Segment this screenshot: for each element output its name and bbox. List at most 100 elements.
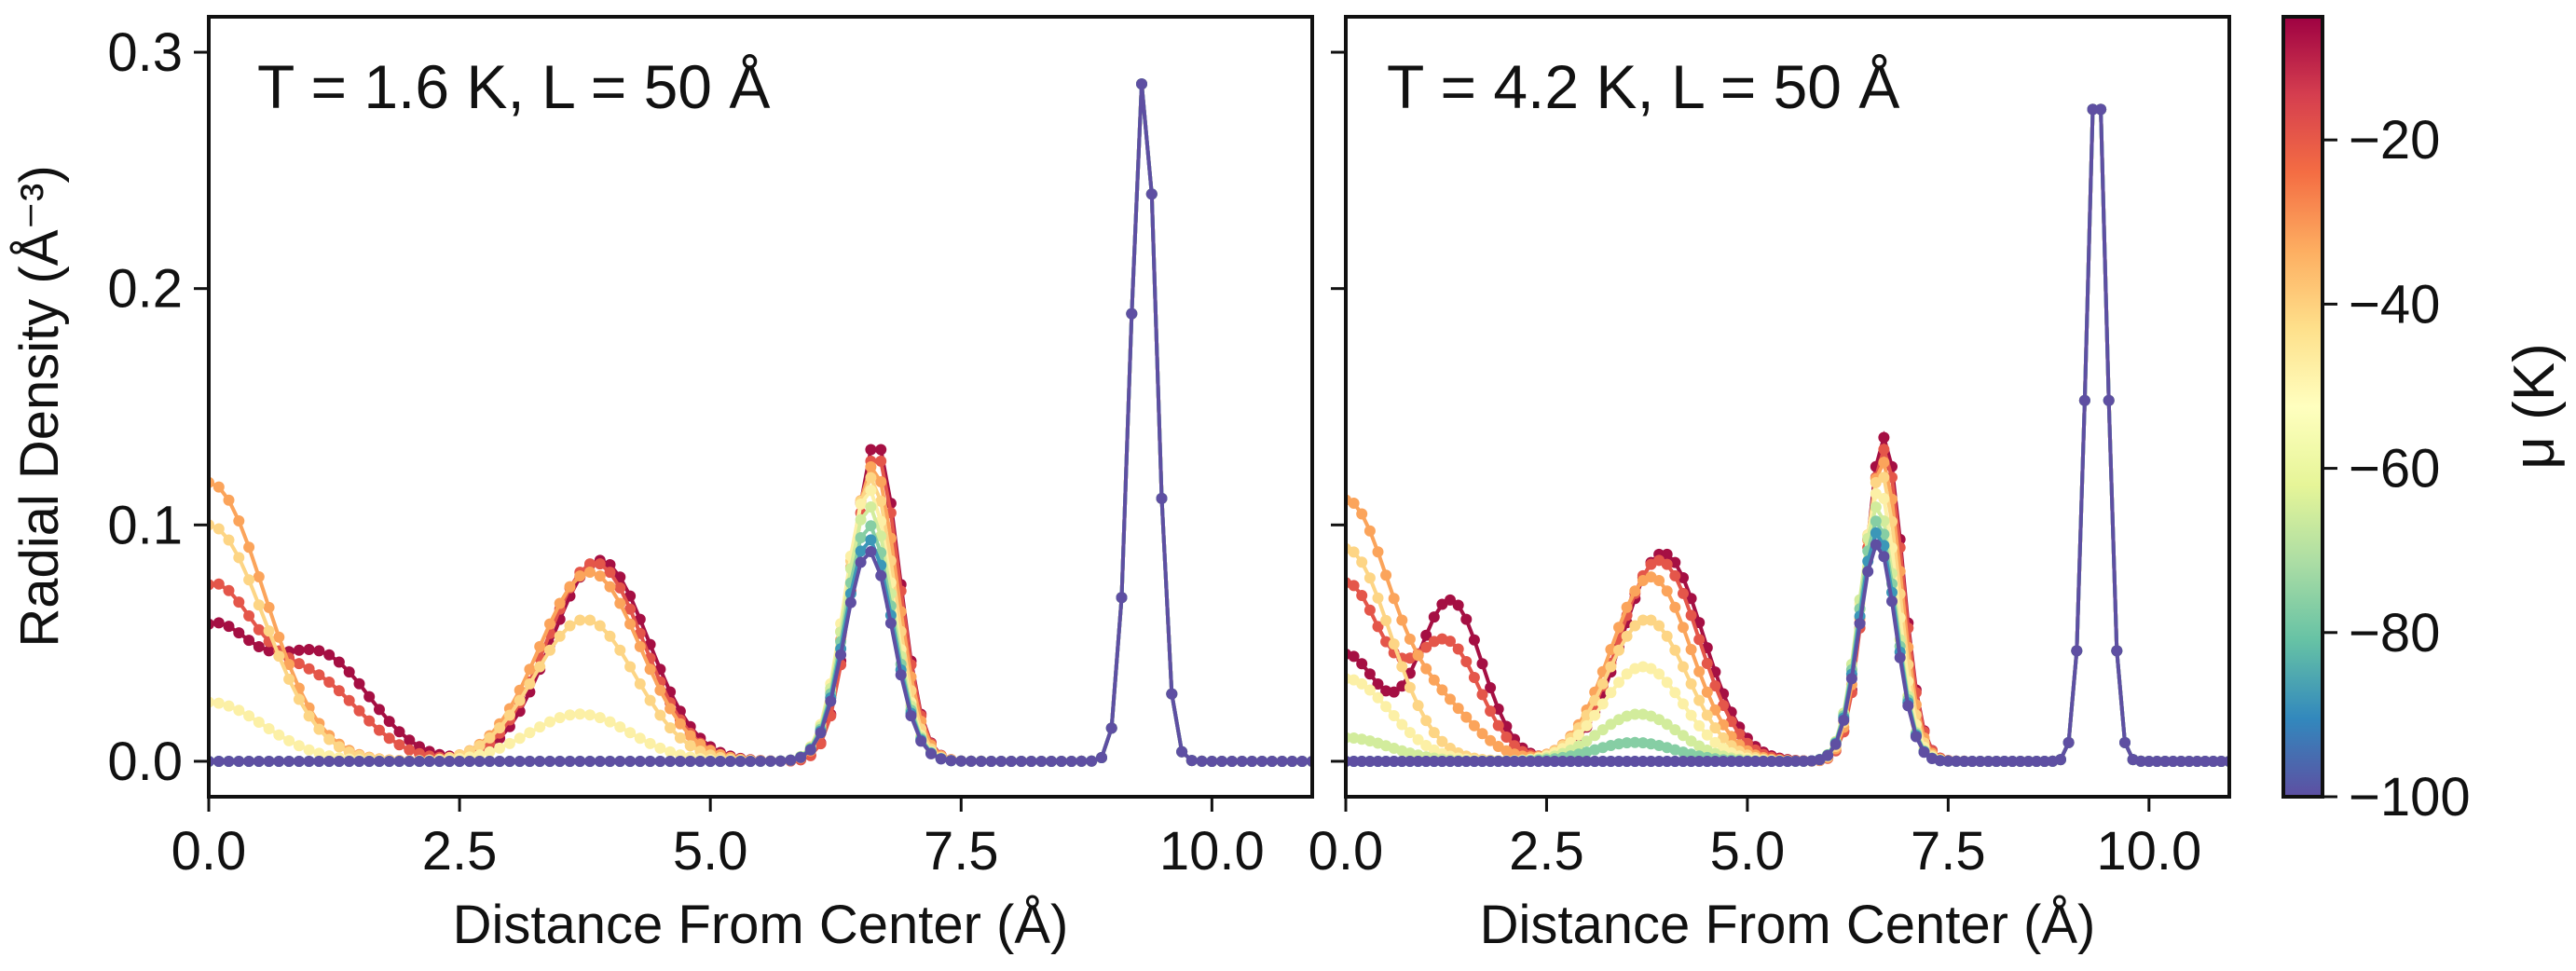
data-point xyxy=(614,571,626,583)
data-point xyxy=(514,732,526,745)
data-point xyxy=(1572,756,1584,767)
data-point xyxy=(303,710,315,722)
data-point xyxy=(554,597,566,609)
data-point xyxy=(624,603,637,615)
data-point xyxy=(1363,668,1376,680)
data-point xyxy=(1420,715,1432,727)
data-point xyxy=(1910,731,1922,743)
data-point xyxy=(624,590,637,602)
data-point xyxy=(604,567,616,579)
data-point xyxy=(644,756,656,767)
data-point xyxy=(564,756,576,767)
data-point xyxy=(534,661,546,673)
data-point xyxy=(534,756,546,767)
data-point xyxy=(2062,736,2075,748)
data-point xyxy=(2175,756,2187,767)
series-mu-65 xyxy=(1346,103,2229,767)
data-point xyxy=(1596,724,1609,736)
data-point xyxy=(263,645,275,657)
data-point xyxy=(293,740,305,752)
data-point xyxy=(333,741,345,753)
data-point xyxy=(1991,756,2003,767)
data-point xyxy=(2031,756,2043,767)
data-point xyxy=(1420,663,1432,675)
data-point xyxy=(363,691,376,703)
data-point xyxy=(1420,641,1432,653)
data-point xyxy=(393,739,405,751)
data-point xyxy=(1829,738,1842,750)
data-point xyxy=(1476,689,1488,701)
data-point xyxy=(1380,701,1392,713)
data-point xyxy=(223,494,235,506)
data-point xyxy=(865,534,877,546)
data-point xyxy=(1621,630,1633,642)
data-point xyxy=(604,756,616,767)
data-point xyxy=(1485,734,1497,746)
data-point xyxy=(1428,756,1440,767)
y-tick-label: 0.1 xyxy=(107,495,183,555)
data-point xyxy=(283,734,295,746)
data-point xyxy=(1669,601,1681,613)
data-point xyxy=(253,641,265,652)
data-point xyxy=(374,724,385,736)
data-point xyxy=(1086,755,1098,767)
data-point xyxy=(1878,444,1890,456)
data-point xyxy=(323,733,336,745)
data-point xyxy=(293,693,305,705)
data-point xyxy=(1645,756,1657,767)
data-point xyxy=(1661,677,1673,689)
data-point xyxy=(1878,457,1890,469)
data-point xyxy=(1468,672,1480,683)
data-point xyxy=(1412,733,1424,745)
data-point xyxy=(1105,722,1117,734)
data-point xyxy=(233,596,245,609)
data-point xyxy=(1765,756,1777,767)
data-point xyxy=(985,756,997,767)
data-point xyxy=(233,552,245,564)
data-point xyxy=(1145,188,1158,200)
data-point xyxy=(1363,604,1376,616)
data-point xyxy=(273,650,285,663)
data-point xyxy=(1476,728,1488,740)
data-point xyxy=(1388,710,1400,721)
data-point xyxy=(1404,756,1416,767)
data-point xyxy=(313,747,325,759)
data-point xyxy=(544,618,555,630)
data-point xyxy=(614,721,626,733)
data-point xyxy=(966,755,977,767)
data-point xyxy=(1629,585,1641,597)
data-point xyxy=(1509,756,1520,767)
data-point xyxy=(1653,668,1665,680)
data-point xyxy=(1661,756,1673,767)
data-point xyxy=(2087,103,2099,116)
data-point xyxy=(1363,525,1376,537)
data-point xyxy=(1436,756,1448,767)
data-point xyxy=(1589,730,1601,742)
data-point xyxy=(724,756,736,767)
x-tick-label: 5.0 xyxy=(1710,821,1786,882)
data-point xyxy=(1637,756,1649,767)
data-point xyxy=(1942,755,1954,767)
data-point xyxy=(1492,756,1504,767)
data-point xyxy=(684,740,696,752)
data-point xyxy=(233,515,245,527)
data-point xyxy=(1685,735,1697,747)
series-line xyxy=(209,83,1312,763)
data-point xyxy=(654,742,666,754)
data-point xyxy=(634,640,646,652)
data-point xyxy=(393,726,405,738)
data-point xyxy=(253,571,265,582)
series-line xyxy=(209,83,1312,763)
data-point xyxy=(223,700,235,712)
data-point xyxy=(2071,645,2083,657)
data-point xyxy=(1380,756,1392,767)
data-point xyxy=(1396,756,1408,767)
series-mu-10 xyxy=(1346,103,2229,767)
data-point xyxy=(2207,756,2219,767)
data-point xyxy=(1445,756,1456,767)
data-point xyxy=(1372,546,1384,558)
colorbar-tick-label: −80 xyxy=(2349,603,2440,663)
data-point xyxy=(223,756,235,767)
data-point xyxy=(1485,756,1497,767)
data-point xyxy=(2183,756,2195,767)
